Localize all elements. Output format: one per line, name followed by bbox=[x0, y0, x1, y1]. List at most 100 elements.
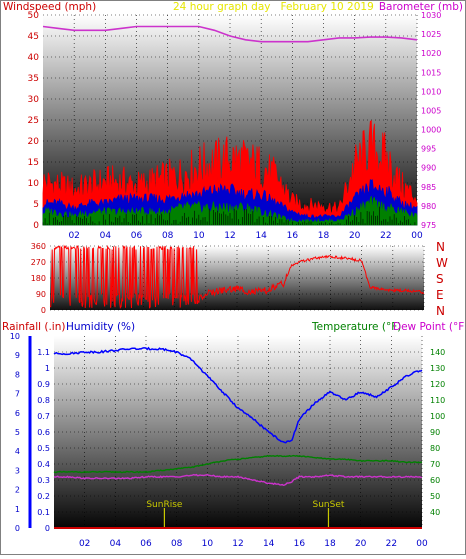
wind-x-tick-label: 06 bbox=[131, 231, 143, 241]
climate-x-tick-label: 02 bbox=[79, 539, 90, 549]
wind-x-tick-label: 16 bbox=[287, 231, 299, 241]
climate-x-tick-label: 06 bbox=[140, 539, 152, 549]
barometer-y-tick-label: 975 bbox=[421, 221, 436, 230]
direction-y-tick-label: 180 bbox=[31, 274, 46, 283]
barometer-series bbox=[42, 25, 418, 43]
direction-y-tick-label: 270 bbox=[31, 258, 46, 267]
climate-x-tick-label: 12 bbox=[232, 539, 243, 549]
barometer-axis-title: Barometer (mb) bbox=[379, 1, 463, 13]
temperature-y-tick-label: 120 bbox=[430, 380, 445, 389]
humidity-y-tick-label: 0.3 bbox=[37, 476, 50, 485]
axis-labels: 0510152025303540455097598098599099510001… bbox=[10, 11, 448, 549]
wind-x-tick-label: 12 bbox=[224, 231, 235, 241]
wind-y-tick-label: 30 bbox=[28, 95, 40, 105]
climate-x-tick-label: 08 bbox=[171, 539, 183, 549]
data-series bbox=[28, 25, 425, 529]
wind-y-tick-label: 40 bbox=[28, 53, 40, 63]
temperature-y-tick-label: 60 bbox=[430, 476, 440, 485]
humidity-y-tick-label: 0.9 bbox=[37, 380, 50, 389]
wind-x-tick-label: 22 bbox=[380, 231, 391, 241]
temperature-y-tick-label: 50 bbox=[430, 492, 440, 501]
wind-x-tick-label: 20 bbox=[349, 231, 361, 241]
climate-x-tick-label: 14 bbox=[263, 539, 275, 549]
temperature-y-tick-label: 70 bbox=[430, 460, 440, 469]
barometer-y-tick-label: 1015 bbox=[421, 68, 441, 77]
climate-x-tick-label: 18 bbox=[324, 539, 336, 549]
temperature-y-tick-label: 140 bbox=[430, 348, 445, 357]
wind-x-tick-label: 10 bbox=[193, 231, 205, 241]
direction-y-tick-label: 90 bbox=[36, 290, 46, 299]
direction-y-tick-label: 360 bbox=[31, 242, 46, 251]
rainfall-axis-title: Rainfall (.in) bbox=[2, 321, 65, 333]
humidity-axis-title: Humidity (%) bbox=[66, 321, 135, 333]
rainfall-y-tick-label: 8 bbox=[15, 370, 20, 379]
direction-compass-label: E bbox=[436, 288, 444, 302]
wind-x-tick-label: 14 bbox=[255, 231, 267, 241]
temperature-y-tick-label: 40 bbox=[430, 508, 440, 517]
rainfall-y-tick-label: 10 bbox=[10, 332, 20, 341]
barometer-y-tick-label: 995 bbox=[421, 145, 436, 154]
rainfall-y-tick-label: 2 bbox=[15, 486, 20, 495]
temperature-axis-title: Temperature (°F) bbox=[311, 321, 401, 333]
barometer-y-tick-label: 985 bbox=[421, 183, 436, 192]
climate-x-tick-label: 04 bbox=[110, 539, 122, 549]
temperature-y-tick-label: 80 bbox=[430, 444, 440, 453]
wind-x-tick-label: 18 bbox=[318, 231, 330, 241]
direction-compass-label: S bbox=[436, 272, 444, 286]
wind-y-tick-label: 5 bbox=[33, 200, 39, 210]
wind-y-tick-label: 10 bbox=[28, 179, 40, 189]
climate-x-tick-label: 16 bbox=[294, 539, 306, 549]
rainfall-y-tick-label: 1 bbox=[15, 505, 20, 514]
wind-axis-title: Windspeed (mph) bbox=[3, 1, 96, 13]
barometer-y-tick-label: 1030 bbox=[421, 11, 441, 20]
climate-x-tick-label: 20 bbox=[355, 539, 367, 549]
temperature-y-tick-label: 110 bbox=[430, 396, 445, 405]
barometer-y-tick-label: 1010 bbox=[421, 87, 441, 96]
humidity-y-tick-label: 0.4 bbox=[37, 460, 50, 469]
humidity-series bbox=[53, 346, 423, 444]
rainfall-y-tick-label: 0 bbox=[15, 524, 20, 533]
barometer-y-tick-label: 990 bbox=[421, 164, 436, 173]
climate-x-tick-label: 10 bbox=[202, 539, 214, 549]
humidity-y-tick-label: 0.1 bbox=[37, 508, 50, 517]
rainfall-y-tick-label: 7 bbox=[15, 390, 20, 399]
temperature-y-tick-label: 100 bbox=[430, 412, 445, 421]
temperature-y-tick-label: 130 bbox=[430, 364, 445, 373]
wind-y-tick-label: 15 bbox=[28, 158, 39, 168]
wind-x-tick-label: 02 bbox=[68, 231, 79, 241]
barometer-y-tick-label: 980 bbox=[421, 202, 436, 211]
humidity-y-tick-label: 0.7 bbox=[37, 412, 50, 421]
dew-point-series bbox=[53, 473, 423, 487]
direction-y-tick-label: 0 bbox=[41, 306, 46, 315]
wind-direction-series bbox=[49, 244, 425, 310]
chart-title: 24 hour graph day February 10 2019 bbox=[173, 1, 374, 13]
temperature-series bbox=[53, 454, 423, 474]
wind-x-tick-label: 04 bbox=[100, 231, 112, 241]
direction-compass-label: N bbox=[436, 304, 445, 318]
wind-y-tick-label: 50 bbox=[28, 11, 40, 21]
rainfall-y-tick-label: 6 bbox=[15, 409, 20, 418]
humidity-y-tick-label: 0.2 bbox=[37, 492, 50, 501]
dewpoint-axis-title: Dew Point (°F) bbox=[393, 321, 466, 333]
rainfall-y-tick-label: 4 bbox=[15, 447, 20, 456]
wind-y-tick-label: 45 bbox=[28, 32, 39, 42]
humidity-y-tick-label: 0.6 bbox=[37, 428, 50, 437]
humidity-y-tick-label: 1.1 bbox=[37, 348, 50, 357]
wind-y-tick-label: 0 bbox=[33, 221, 39, 231]
barometer-y-tick-label: 1025 bbox=[421, 30, 441, 39]
direction-compass-label: N bbox=[436, 240, 445, 254]
sunset-label: SunSet bbox=[313, 500, 345, 510]
wind-x-tick-label: 08 bbox=[162, 231, 174, 241]
climate-x-tick-label: 22 bbox=[386, 539, 397, 549]
wind-x-tick-label: 00 bbox=[411, 231, 423, 241]
humidity-y-tick-label: 0.8 bbox=[37, 396, 50, 405]
rainfall-y-tick-label: 5 bbox=[15, 428, 20, 437]
barometer-y-tick-label: 1000 bbox=[421, 126, 441, 135]
humidity-y-tick-label: 0 bbox=[45, 524, 50, 533]
wind-y-tick-label: 35 bbox=[28, 74, 39, 84]
humidity-y-tick-label: 1 bbox=[45, 364, 50, 373]
rainfall-y-tick-label: 9 bbox=[15, 351, 20, 360]
barometer-y-tick-label: 1020 bbox=[421, 49, 441, 58]
